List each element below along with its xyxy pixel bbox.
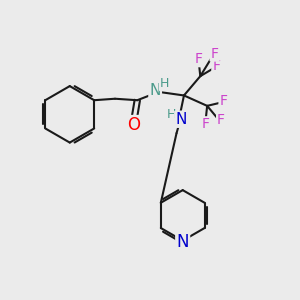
Text: N: N	[175, 112, 187, 127]
Text: H: H	[160, 77, 169, 90]
Text: F: F	[211, 46, 219, 61]
Text: N: N	[149, 83, 161, 98]
Text: O: O	[127, 116, 140, 134]
Text: F: F	[220, 94, 227, 108]
Text: F: F	[217, 113, 225, 127]
Text: H: H	[167, 108, 176, 121]
Text: F: F	[212, 59, 220, 73]
Text: F: F	[195, 52, 203, 66]
Text: F: F	[201, 117, 209, 131]
Text: N: N	[176, 233, 189, 251]
